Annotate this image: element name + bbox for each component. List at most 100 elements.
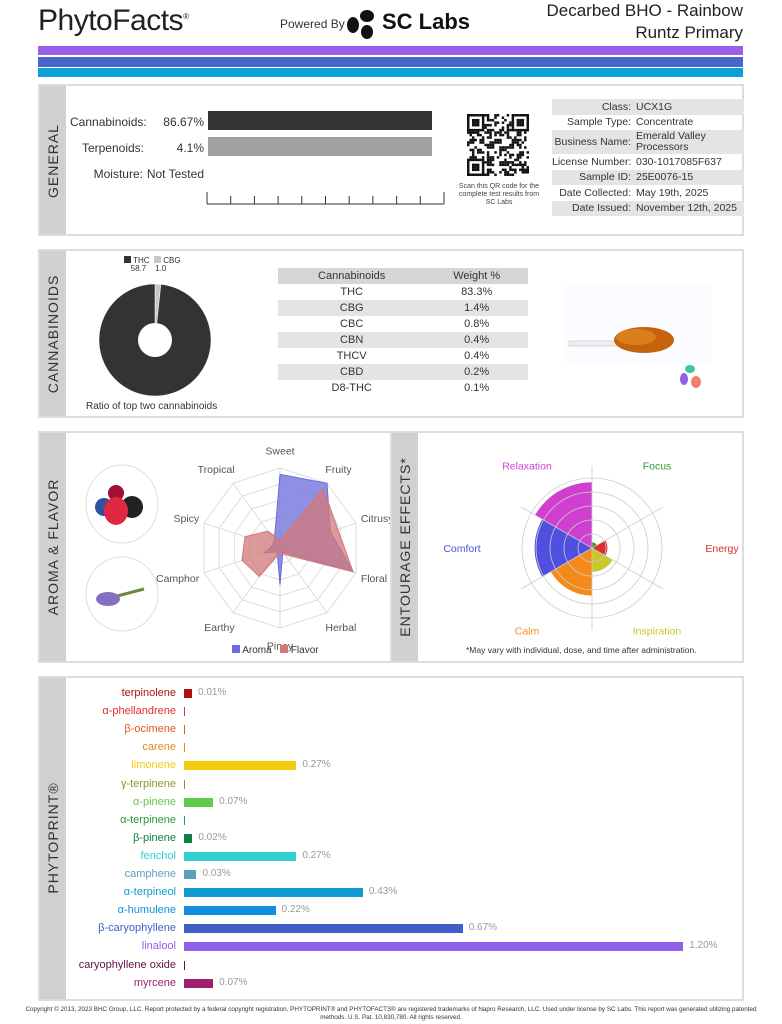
cannabinoid-name-cell: D8-THC	[331, 382, 372, 394]
info-key: Date Collected:	[559, 186, 631, 199]
comfort-sector	[534, 519, 592, 577]
info-key: Date Issued:	[572, 202, 631, 215]
cannabinoid-name-cell: CBC	[340, 318, 364, 330]
stripe-blue	[38, 57, 743, 67]
info-value: 030-1017085F637	[636, 155, 722, 168]
terpenoids-value: 4.1%	[176, 141, 204, 155]
weight-cell: 0.4%	[464, 334, 490, 346]
donut-legend: THC CBG 58.7 1.0	[124, 256, 181, 273]
terpene-value: 0.02%	[198, 831, 227, 843]
calm-label: Calm	[515, 625, 540, 637]
terpene-name: fenchol	[140, 849, 176, 862]
terpene-name: α-humulene	[117, 904, 176, 917]
general-scale-axis	[206, 192, 445, 205]
terpene-bar	[184, 960, 185, 970]
terpene-name: limonene	[131, 759, 176, 772]
cannabinoids-label: Cannabinoids:	[70, 115, 147, 129]
terpene-bar	[184, 707, 185, 717]
sc-labs-logo-icon	[347, 10, 374, 39]
info-value: Emerald Valley Processors	[636, 130, 706, 153]
radar-axis-label: Herbal	[325, 622, 356, 634]
polar-spoke	[520, 506, 593, 549]
info-value: November 12th, 2025	[636, 202, 737, 215]
info-row: Sample ID: 25E0076-15	[552, 169, 744, 185]
general-section-label: GENERAL	[45, 124, 61, 198]
terpene-bar	[184, 851, 297, 861]
terpene-value: 0.27%	[302, 759, 331, 771]
phytofacts-logo: PhytoFacts®	[38, 4, 189, 37]
polar-spoke	[591, 547, 664, 590]
cbg-legend-swatch	[153, 256, 161, 263]
cannabinoid-name-cell: THC	[340, 286, 363, 298]
relaxation-label: Relaxation	[502, 461, 552, 473]
aroma-swatch	[232, 645, 240, 653]
info-key: Class:	[601, 100, 631, 113]
weight-cell: 0.8%	[464, 318, 490, 330]
info-row: Sample Type: Concentrate	[552, 115, 744, 131]
terpene-value: 0.43%	[368, 886, 398, 898]
terpene-bar	[184, 833, 193, 843]
comfort-label: Comfort	[443, 543, 480, 555]
moisture-label: Moisture:	[93, 167, 143, 181]
cannabinoids-section-label: CANNABINOIDS	[45, 274, 61, 394]
terpene-bar	[184, 888, 363, 898]
terpene-bar	[184, 725, 185, 735]
thc-legend-value: 58.7	[130, 264, 147, 273]
terpene-value: 1.20%	[689, 940, 718, 952]
terpene-bar	[184, 797, 214, 807]
radar-axis-label: Sweet	[265, 445, 294, 457]
cannabinoid-name-cell: CBD	[340, 366, 364, 378]
radar-axis-label: Fruity	[325, 464, 352, 476]
sample-info-table: Class: UCX1G Sample Type: Concentrate Busine…	[552, 99, 744, 216]
terpenoids-bar	[208, 137, 432, 156]
weight-cell: 0.4%	[464, 350, 490, 362]
terpene-name: terpinolene	[121, 687, 176, 699]
info-key: Sample Type:	[566, 116, 631, 129]
weight-cell: 1.4%	[464, 302, 490, 314]
info-row: Date Issued: November 12th, 2025	[552, 200, 744, 216]
info-value: May 19th, 2025	[636, 186, 709, 199]
moisture-value: Not Tested	[146, 167, 204, 181]
cannabinoid-row: D8-THC 0.1%	[278, 380, 528, 396]
info-row: Date Collected: May 19th, 2025	[552, 185, 744, 201]
phytoprint-section-label: PHYTOPRINT®	[45, 782, 61, 894]
logo-text: PhytoFacts	[38, 4, 184, 37]
radar-spoke	[279, 547, 328, 614]
terpene-value: 0.03%	[202, 868, 231, 879]
terpene-value: 0.67%	[468, 922, 498, 934]
entourage-section-label: ENTOURAGE EFFECTS*	[397, 457, 413, 637]
terpene-bar	[184, 743, 185, 753]
radar-axis-label: Floral	[361, 573, 387, 585]
energy-label: Energy	[705, 543, 739, 555]
info-key: Business Name:	[554, 135, 631, 148]
general-side: GENERAL	[40, 86, 66, 234]
cannabinoid-row: THC 83.3%	[278, 284, 528, 300]
radar-axis-label: Earthy	[204, 622, 235, 634]
weight-cell: 83.3%	[461, 286, 493, 298]
cannabinoids-value: 86.67%	[163, 115, 204, 129]
donut-hole	[138, 323, 172, 357]
focus-label: Focus	[643, 461, 672, 473]
lavender-image	[85, 556, 159, 632]
terpene-bar	[184, 815, 185, 825]
terpene-bar	[184, 942, 684, 952]
relaxation-sector	[535, 482, 592, 548]
qr-code-icon[interactable]	[467, 114, 530, 177]
terpene-name: α-terpineol	[123, 886, 176, 899]
col-weight: Weight %	[425, 268, 528, 284]
powered-by-label: Powered By	[280, 17, 345, 31]
terpene-bar	[184, 689, 192, 698]
cannabinoid-row: CBG 1.4%	[278, 300, 528, 316]
donut-caption: Ratio of top two cannabinoids	[86, 401, 218, 412]
info-value: Concentrate	[636, 116, 694, 129]
info-row: Business Name: Emerald Valley Processors	[552, 130, 744, 154]
cannabinoid-donut-chart	[98, 283, 212, 397]
terpene-name: myrcene	[133, 976, 176, 989]
aroma-flavor-radar-chart: SweetFruityCitrusyFloralHerbalPineyEarth…	[156, 445, 394, 652]
terpene-name: β-ocimene	[124, 723, 176, 736]
terpene-value: 0.22%	[281, 904, 310, 916]
col-cannabinoids: Cannabinoids	[278, 268, 426, 284]
focus-sector	[592, 542, 597, 548]
inspiration-sector	[592, 548, 613, 572]
flavor-legend: Flavor	[290, 645, 319, 656]
